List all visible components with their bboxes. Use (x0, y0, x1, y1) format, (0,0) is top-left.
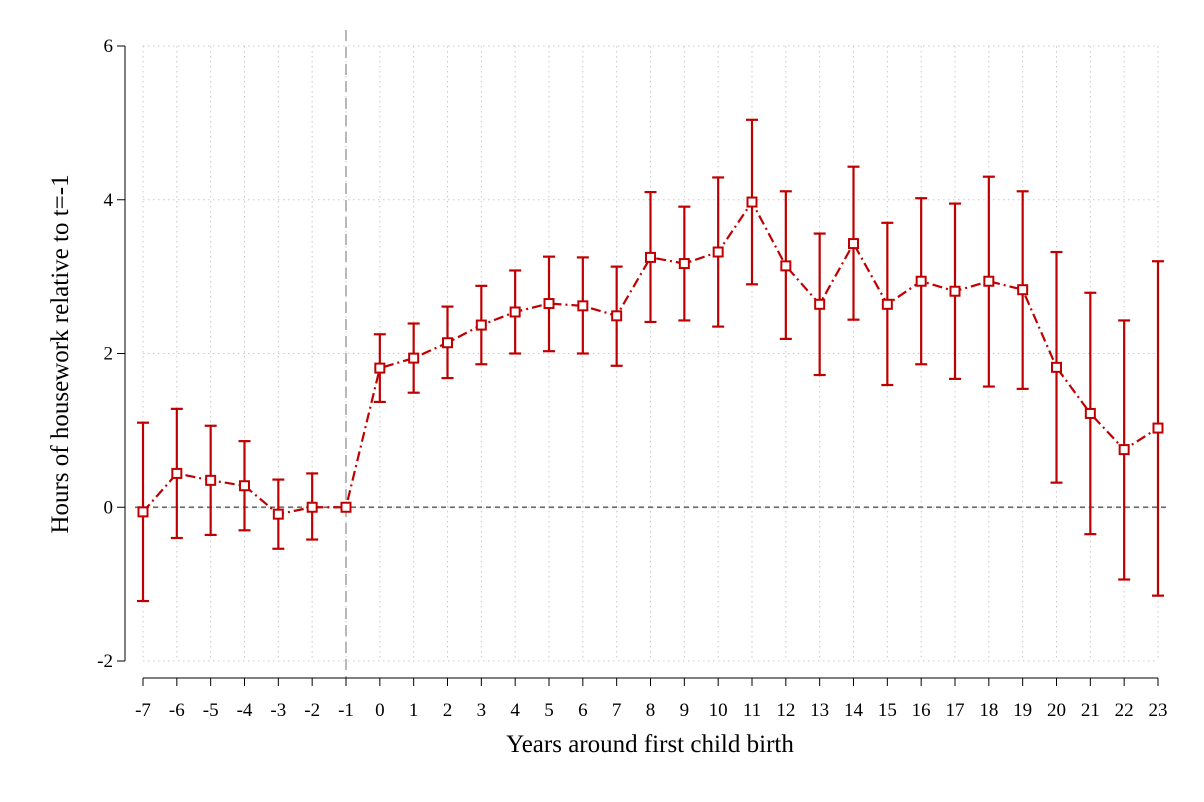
x-tick-label: 3 (477, 700, 487, 721)
data-point (645, 251, 656, 263)
x-tick-label: 23 (1149, 700, 1168, 721)
data-point (881, 298, 893, 310)
x-tick-label: 7 (612, 700, 622, 721)
data-point (137, 506, 149, 518)
y-tick-label: 4 (104, 190, 114, 211)
x-tick-label: -2 (304, 700, 320, 721)
y-tick-label: -2 (97, 651, 113, 672)
data-point (543, 298, 555, 310)
x-tick-label: 13 (810, 700, 829, 721)
data-point (509, 306, 521, 318)
x-tick-label: 10 (709, 700, 728, 721)
data-point (205, 474, 217, 486)
x-axis-title: Years around first child birth (506, 731, 794, 758)
data-point (306, 501, 318, 513)
data-point (780, 260, 792, 272)
y-axis-title: Hours of housework relative to t=-1 (47, 174, 74, 533)
data-point (1084, 407, 1096, 419)
data-point (1152, 422, 1164, 434)
x-tick-label: 6 (578, 700, 588, 721)
x-tick-label: 18 (979, 700, 998, 721)
x-tick-label: 0 (375, 700, 385, 721)
x-tick-label: 19 (1013, 700, 1032, 721)
data-point (577, 300, 589, 312)
x-tick-label: 20 (1047, 700, 1066, 721)
x-tick-label: 14 (844, 700, 864, 721)
data-point (374, 362, 386, 374)
series-layer (137, 118, 1164, 603)
grid (142, 45, 1159, 662)
data-point (611, 310, 623, 322)
data-point (949, 285, 961, 297)
data-point (1017, 284, 1029, 296)
x-tick-label: 16 (912, 700, 931, 721)
x-tick-label: 21 (1081, 700, 1100, 721)
x-tick-label: -5 (203, 700, 219, 721)
y-tick-label: 2 (104, 344, 114, 365)
data-point (442, 337, 453, 349)
x-tick-label: 12 (776, 700, 795, 721)
data-point (239, 480, 250, 492)
data-point (340, 501, 352, 513)
data-point (712, 246, 724, 258)
x-tick-label: 1 (409, 700, 419, 721)
x-tick-label: 22 (1115, 700, 1134, 721)
data-point (1118, 444, 1130, 456)
y-tick-label: 6 (104, 36, 114, 57)
x-tick-label: -3 (270, 700, 286, 721)
y-tick-label: 0 (104, 497, 114, 518)
x-tick-label: -4 (237, 700, 253, 721)
data-point (678, 258, 690, 270)
x-tick-label: 9 (680, 700, 690, 721)
data-point (848, 238, 859, 250)
x-tick-label: 17 (946, 700, 965, 721)
x-tick-label: 11 (743, 700, 761, 721)
x-tick-label: -1 (338, 700, 354, 721)
data-point (408, 352, 420, 364)
data-point (915, 275, 927, 287)
data-point (1051, 361, 1062, 373)
data-point (272, 508, 284, 520)
data-point (475, 319, 487, 331)
data-point (746, 196, 758, 208)
x-tick-label: 5 (544, 700, 554, 721)
x-tick-label: 15 (878, 700, 897, 721)
x-tick-label: 2 (443, 700, 453, 721)
data-point (171, 467, 183, 479)
x-tick-label: -7 (135, 700, 151, 721)
x-tick-label: 8 (646, 700, 656, 721)
x-tick-label: -6 (169, 700, 185, 721)
data-point (814, 298, 826, 310)
x-tick-label: 4 (510, 700, 520, 721)
data-point (983, 275, 995, 287)
